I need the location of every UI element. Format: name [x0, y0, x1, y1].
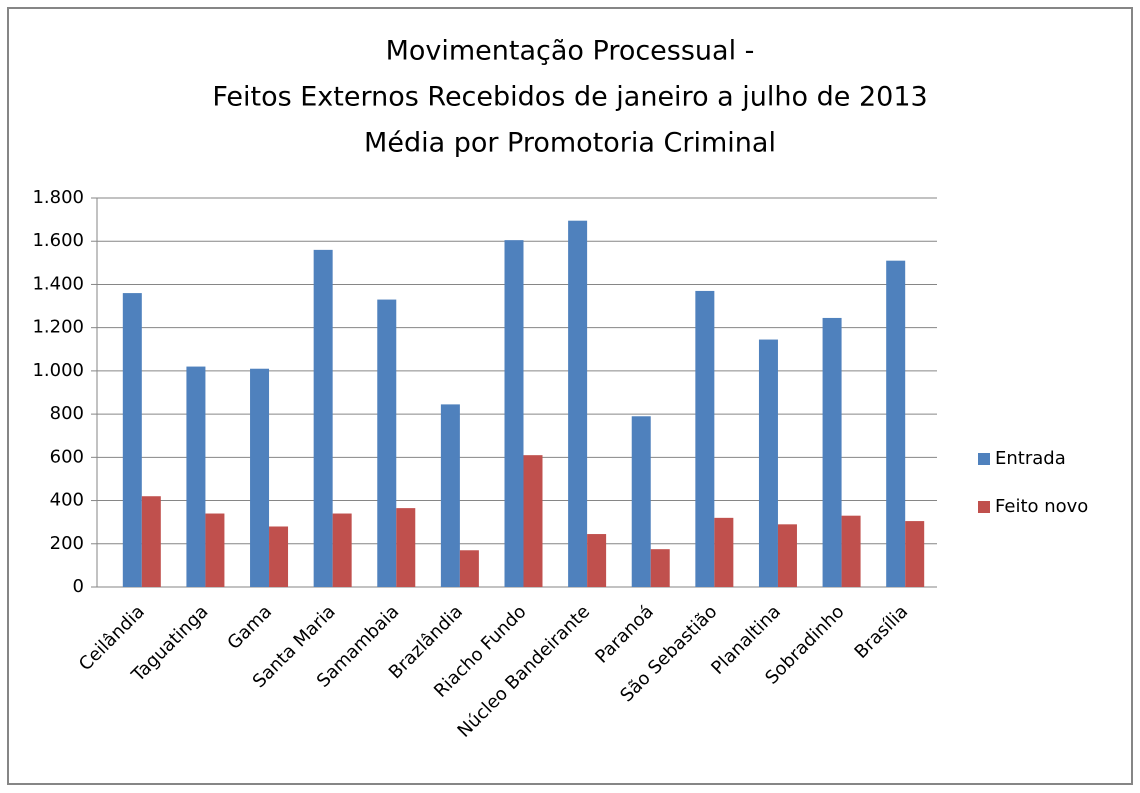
y-tick-label: 1.400: [32, 273, 84, 294]
y-tick-label: 1.600: [32, 230, 84, 251]
bar: [377, 299, 397, 587]
bar: [822, 317, 842, 587]
bar: [886, 260, 906, 587]
bar: [122, 293, 142, 587]
bar: [250, 368, 270, 587]
y-tick-label: 800: [50, 403, 84, 424]
bar: [714, 517, 734, 587]
bar: [587, 534, 607, 587]
bar: [205, 513, 225, 587]
y-tick-label: 600: [50, 446, 84, 467]
bar: [332, 513, 352, 587]
y-tick-label: 1.800: [32, 187, 84, 208]
legend-label: Feito novo: [995, 496, 1088, 517]
bar: [269, 526, 289, 587]
bar: [440, 404, 460, 587]
y-tick-label: 1.200: [32, 317, 84, 338]
bar: [695, 290, 715, 587]
chart-title: Feitos Externos Recebidos de janeiro a j…: [212, 82, 927, 113]
y-tick-label: 0: [73, 576, 84, 597]
bar: [758, 339, 778, 587]
y-tick-label: 400: [50, 490, 84, 511]
y-tick-label: 200: [50, 533, 84, 554]
bar: [141, 496, 161, 587]
bar: [523, 455, 543, 587]
bar: [568, 220, 588, 588]
y-tick-label: 1.000: [32, 360, 84, 381]
legend-label: Entrada: [995, 448, 1066, 469]
bar: [186, 366, 206, 587]
bar: [631, 416, 651, 587]
bar: [396, 508, 416, 587]
chart-title: Movimentação Processual -: [386, 36, 755, 67]
legend-swatch: [978, 453, 990, 465]
bar: [459, 550, 479, 587]
legend-swatch: [978, 501, 990, 513]
bar: [313, 249, 333, 587]
bar: [650, 549, 670, 587]
chart-title: Média por Promotoria Criminal: [364, 128, 776, 159]
bar: [905, 521, 925, 587]
bar: [504, 240, 524, 587]
bar: [841, 515, 861, 587]
bar: [777, 524, 797, 587]
